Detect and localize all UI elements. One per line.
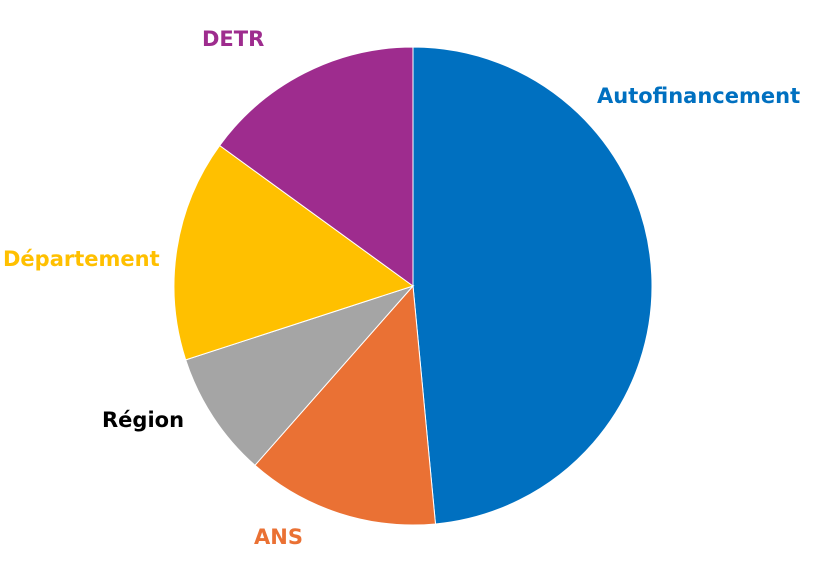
pie-label-region: Région [102,408,184,432]
pie-label-departement: Département [3,247,160,271]
pie-slice-detr [218,46,414,287]
pie-labels: Autofinancement ANS Région Département DETR [3,27,800,549]
pie-slices [173,46,653,526]
pie-slice-region [185,284,415,466]
pie-slice-departement [173,144,415,361]
pie-label-detr: DETR [202,27,264,51]
pie-slice-autofinancement [412,46,653,525]
pie-label-autofinancement: Autofinancement [597,84,800,108]
pie-slice-ans [254,284,437,526]
pie-label-ans: ANS [254,525,303,549]
